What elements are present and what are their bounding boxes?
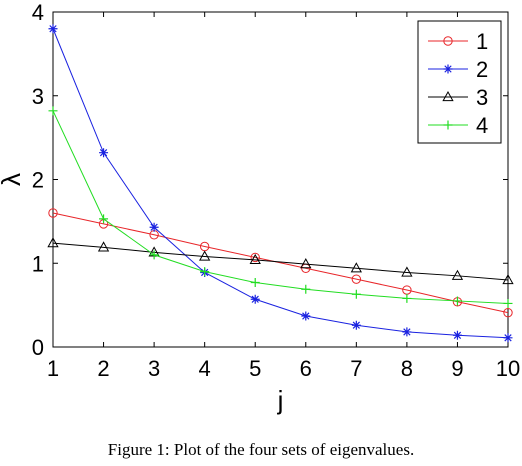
legend-marker-4 — [443, 120, 453, 130]
x-tick-label: 6 — [300, 356, 312, 381]
data-point-series-3 — [401, 266, 413, 277]
data-point-series-4 — [351, 289, 361, 299]
y-tick-label: 3 — [32, 84, 44, 109]
data-point-series-3 — [350, 262, 362, 273]
series-line-3 — [52, 242, 509, 281]
data-point-series-2 — [301, 311, 311, 321]
x-tick-label: 3 — [148, 356, 160, 381]
data-point-series-4 — [250, 278, 260, 288]
x-tick-label: 5 — [249, 356, 261, 381]
data-point-series-3 — [97, 241, 110, 252]
data-point-series-1 — [250, 252, 260, 263]
data-point-series-4 — [200, 267, 210, 277]
data-point-series-3 — [300, 258, 312, 269]
x-tick-label: 1 — [47, 356, 59, 381]
y-tick-label: 4 — [32, 0, 44, 25]
data-point-series-3 — [502, 273, 514, 285]
y-tick-label: 1 — [32, 251, 44, 276]
legend-marker-3 — [442, 90, 454, 102]
data-point-series-4 — [301, 284, 311, 294]
x-axis-label: j — [277, 385, 284, 415]
x-tick-label: 9 — [451, 356, 463, 381]
series-line-2 — [52, 28, 509, 339]
data-point-series-1 — [48, 208, 58, 218]
data-point-series-2 — [48, 24, 58, 34]
data-point-series-2 — [503, 333, 513, 343]
data-point-series-3 — [199, 250, 211, 261]
x-tick-label: 7 — [350, 356, 362, 381]
x-tick-label: 10 — [496, 356, 520, 381]
y-tick-label: 2 — [32, 168, 44, 193]
data-point-series-2 — [452, 330, 462, 340]
data-point-series-3 — [249, 253, 261, 264]
data-point-series-2 — [250, 294, 260, 304]
legend-marker-2 — [443, 64, 453, 74]
data-point-series-2 — [149, 222, 159, 232]
data-point-series-2 — [351, 320, 361, 330]
data-point-series-4 — [48, 106, 58, 116]
data-point-series-1 — [351, 274, 362, 284]
series-line-4 — [52, 110, 509, 304]
data-point-series-1 — [503, 307, 513, 318]
legend-label-4: 4 — [476, 113, 488, 138]
data-point-series-3 — [47, 237, 59, 248]
legend-label-3: 3 — [476, 85, 488, 110]
figure-caption: Figure 1: Plot of the four sets of eigen… — [107, 440, 415, 459]
x-tick-label: 8 — [401, 356, 413, 381]
y-tick-label: 0 — [32, 335, 44, 360]
data-point-series-4 — [503, 298, 513, 308]
legend-label-2: 2 — [476, 57, 488, 82]
series-line-1 — [52, 212, 509, 314]
x-tick-label: 2 — [97, 356, 109, 381]
legend-label-1: 1 — [476, 29, 488, 54]
data-point-series-2 — [402, 327, 412, 337]
data-point-series-4 — [452, 296, 462, 306]
data-point-series-2 — [99, 148, 109, 158]
data-point-series-4 — [99, 214, 109, 224]
data-point-series-3 — [451, 269, 464, 280]
x-tick-label: 4 — [199, 356, 211, 381]
data-point-series-4 — [402, 293, 412, 303]
legend-marker-1 — [443, 36, 453, 46]
data-point-series-4 — [149, 250, 159, 260]
y-axis-label: λ — [0, 173, 26, 186]
